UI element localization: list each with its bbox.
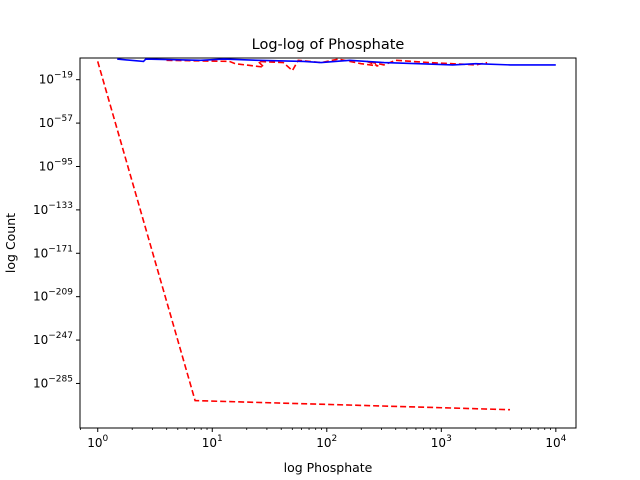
series-line-2 — [117, 58, 556, 66]
chart-title: Log-log of Phosphate — [252, 37, 405, 53]
y-tick-label: 10−209 — [33, 288, 73, 304]
x-tick-label: 100 — [87, 434, 108, 450]
y-tick-label: 10−133 — [33, 201, 73, 217]
plot-area — [79, 57, 577, 429]
y-axis: 10−19 10−57 10−95 10−133 10−171 10−209 10−247 1… — [33, 71, 80, 390]
series-line-0 — [96, 61, 511, 411]
y-tick-label: 10−247 — [33, 331, 73, 347]
y-tick-label: 10−57 — [39, 114, 73, 130]
y-tick-label: 10−171 — [33, 244, 73, 260]
x-axis: 100 101 102 103 104 — [80, 428, 567, 450]
x-tick-label: 104 — [545, 434, 566, 450]
x-axis-label: log Phosphate — [284, 460, 373, 475]
y-tick-label: 10−19 — [39, 71, 74, 87]
x-tick-label: 103 — [431, 434, 452, 450]
y-tick-label: 10−285 — [33, 374, 73, 390]
plot-frame — [79, 57, 577, 429]
y-axis-label: log Count — [3, 213, 18, 273]
x-tick-label: 101 — [202, 434, 223, 450]
data-series-group — [96, 58, 556, 411]
y-tick-label: 10−95 — [39, 157, 73, 173]
series-line-1 — [166, 58, 488, 72]
x-tick-label: 102 — [316, 434, 337, 450]
